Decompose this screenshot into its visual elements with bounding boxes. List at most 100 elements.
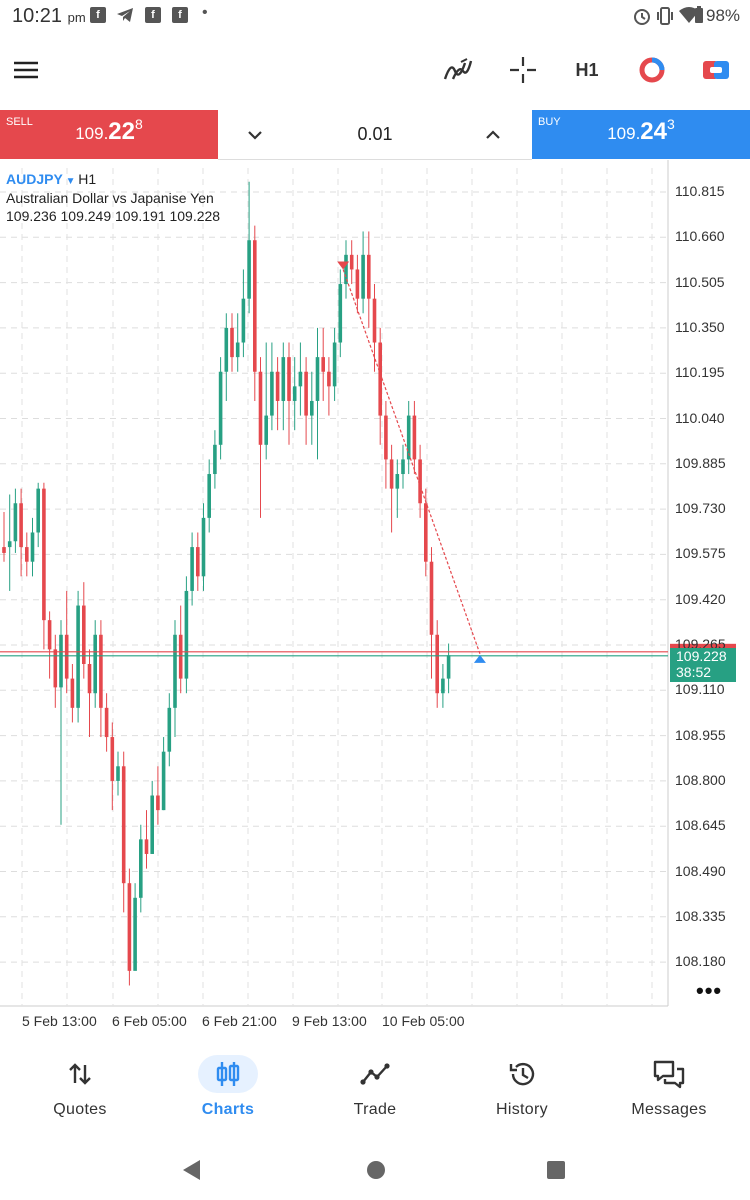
time-tick-label: 6 Feb 05:00 <box>112 1013 187 1029</box>
candle-body <box>64 634 69 679</box>
candle-body <box>287 357 291 401</box>
sell-arrow-icon <box>337 261 350 270</box>
vibrate-icon <box>656 6 674 31</box>
candle-body <box>76 605 80 708</box>
candle-body <box>372 298 377 343</box>
indicators-icon <box>443 58 473 80</box>
candle-body <box>36 488 40 533</box>
candle-body <box>218 371 223 445</box>
candle-body <box>327 371 331 387</box>
candle-body <box>53 649 58 688</box>
buy-button[interactable]: BUY 109.243 <box>532 110 750 159</box>
candle-body <box>150 795 154 854</box>
nav-label: Charts <box>201 1101 255 1118</box>
price-tick-label: 108.180 <box>675 953 726 970</box>
telegram-icon <box>116 6 134 29</box>
ohlc-values: 109.236 109.249 109.191 109.228 <box>6 208 221 224</box>
price-tick-label: 110.040 <box>675 409 725 426</box>
nav-charts[interactable]: Charts <box>153 1050 303 1140</box>
candle-body <box>258 371 263 445</box>
price-tick-label: 110.815 <box>675 183 725 199</box>
candle-body <box>367 254 371 299</box>
recents-button[interactable] <box>546 1160 566 1185</box>
crosshair-icon <box>510 57 536 83</box>
one-click-trading-button[interactable] <box>632 50 672 90</box>
candle-body <box>99 634 103 708</box>
more-options-button[interactable]: ••• <box>696 978 723 1003</box>
nav-label: Quotes <box>53 1101 107 1118</box>
facebook-icon: f <box>172 7 188 23</box>
new-order-icon <box>703 61 729 79</box>
timeframe-button[interactable]: H1 <box>575 59 599 80</box>
price-tick-label: 110.660 <box>675 228 725 245</box>
buy-arrow-icon <box>473 654 486 663</box>
nav-quotes[interactable]: Quotes <box>5 1050 155 1140</box>
facebook-icon: f <box>90 7 106 23</box>
crosshair-button[interactable] <box>503 50 543 90</box>
buy-label: BUY <box>538 116 561 128</box>
facebook-icon: f <box>145 7 161 23</box>
price-tick-label: 110.505 <box>675 273 725 290</box>
home-button[interactable] <box>365 1159 387 1186</box>
current-price: 109.228 <box>676 648 727 664</box>
symbol-description: Australian Dollar vs Japanise Yen <box>6 190 214 206</box>
decrease-volume-button[interactable] <box>240 120 270 150</box>
nav-trade[interactable]: Trade <box>300 1050 450 1140</box>
back-button[interactable] <box>180 1158 202 1187</box>
candle-body <box>298 371 303 387</box>
trade-history-line <box>342 269 481 655</box>
volume-input[interactable]: 0.01 <box>357 124 393 144</box>
candle-body <box>42 488 46 621</box>
nav-label: Messages <box>631 1101 707 1118</box>
wifi-icon <box>678 6 700 29</box>
sell-button[interactable]: SELL 109.228 <box>0 110 218 159</box>
price-tick-label: 109.110 <box>675 681 725 698</box>
candle-body <box>304 371 308 416</box>
new-order-button[interactable] <box>696 50 736 90</box>
candle-body <box>82 605 86 664</box>
candle-body <box>446 655 451 679</box>
increase-volume-button[interactable] <box>478 120 508 150</box>
nav-label: Trade <box>353 1101 397 1118</box>
ask-price-marker <box>670 643 736 650</box>
nav-history[interactable]: History <box>447 1050 597 1140</box>
price-tick-label: 109.420 <box>675 590 726 607</box>
chevron-up-icon <box>486 130 500 139</box>
volume-control: 0.01 <box>218 110 532 160</box>
menu-button[interactable] <box>6 50 46 90</box>
candle-body <box>110 737 115 781</box>
candle-body <box>178 634 183 679</box>
time-tick-label: 9 Feb 13:00 <box>292 1013 367 1029</box>
candle-body <box>144 839 149 854</box>
price-chart[interactable] <box>0 160 750 1040</box>
candle-body <box>121 766 126 884</box>
bar-countdown: 38:52 <box>676 664 712 680</box>
candle-body <box>213 444 217 475</box>
buy-price: 109.243 <box>607 116 675 145</box>
price-tick-label: 108.335 <box>675 907 726 924</box>
candle-body <box>161 751 166 811</box>
candle-body <box>344 254 348 285</box>
quotes-icon <box>69 1063 91 1085</box>
nav-messages[interactable]: Messages <box>594 1050 744 1140</box>
candle-body <box>133 897 137 971</box>
candle-body <box>378 342 382 416</box>
current-price-tag: 109.228 38:52 <box>670 648 736 682</box>
sell-label: SELL <box>6 116 33 128</box>
indicators-button[interactable] <box>438 50 478 90</box>
price-tick-label: 110.350 <box>675 318 725 335</box>
price-tick-label: 109.730 <box>675 500 726 517</box>
candle-body <box>429 561 434 635</box>
chart-symbol[interactable]: AUDJPY ▼ H1 <box>6 171 97 187</box>
candle-body <box>184 590 189 679</box>
candle-body <box>281 357 286 401</box>
candle-body <box>173 634 177 708</box>
candle-body <box>355 269 360 299</box>
candle-body <box>196 547 200 577</box>
candle-body <box>406 415 411 460</box>
price-tick-label: 109.885 <box>675 454 726 471</box>
one-click-trading-icon <box>639 57 665 83</box>
candle-body <box>104 707 109 738</box>
candle-body <box>139 839 143 898</box>
candle-body <box>389 459 394 489</box>
